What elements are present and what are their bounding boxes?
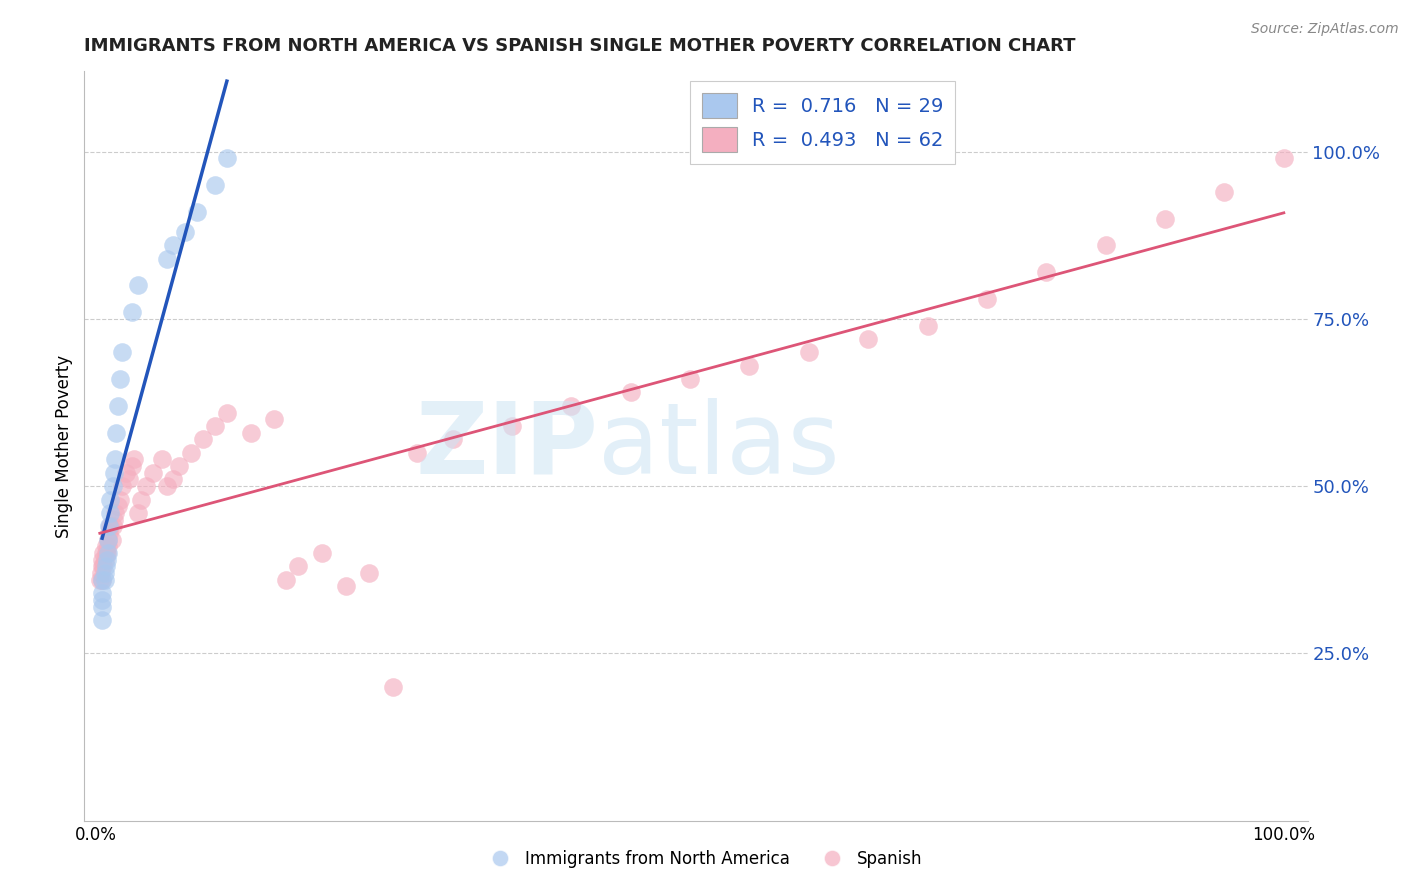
Point	[162, 238, 184, 252]
Point	[97, 533, 120, 547]
Point	[93, 559, 115, 574]
Point	[620, 385, 643, 400]
Point	[191, 433, 214, 447]
Point	[174, 225, 197, 239]
Point	[100, 492, 122, 507]
Point	[204, 419, 226, 434]
Point	[239, 425, 262, 440]
Point	[108, 492, 131, 507]
Point	[121, 305, 143, 319]
Point	[91, 573, 114, 587]
Point	[98, 519, 121, 533]
Point	[93, 553, 115, 567]
Point	[560, 399, 582, 413]
Point	[976, 292, 998, 306]
Point	[97, 533, 120, 547]
Point	[738, 359, 761, 373]
Point	[100, 533, 122, 547]
Legend: Immigrants from North America, Spanish: Immigrants from North America, Spanish	[477, 844, 929, 875]
Point	[105, 425, 128, 440]
Point	[215, 152, 238, 166]
Point	[89, 573, 111, 587]
Point	[215, 406, 238, 420]
Point	[142, 466, 165, 480]
Point	[107, 500, 129, 514]
Point	[122, 452, 145, 467]
Point	[91, 599, 114, 614]
Point	[97, 546, 120, 560]
Point	[204, 178, 226, 193]
Point	[1154, 211, 1177, 226]
Point	[382, 680, 405, 694]
Point	[94, 546, 117, 560]
Point	[91, 573, 114, 587]
Point	[797, 345, 820, 359]
Point	[679, 372, 702, 386]
Point	[111, 345, 134, 359]
Point	[1094, 238, 1116, 252]
Point	[441, 433, 464, 447]
Point	[115, 466, 138, 480]
Point	[108, 372, 131, 386]
Point	[111, 479, 134, 493]
Point	[169, 459, 191, 474]
Point	[150, 452, 173, 467]
Point	[135, 479, 157, 493]
Point	[856, 332, 879, 346]
Point	[335, 580, 357, 594]
Text: atlas: atlas	[598, 398, 839, 494]
Point	[1272, 152, 1295, 166]
Text: ZIP: ZIP	[415, 398, 598, 494]
Point	[127, 278, 149, 293]
Point	[101, 519, 124, 533]
Point	[97, 539, 120, 553]
Point	[917, 318, 939, 333]
Point	[96, 546, 118, 560]
Point	[94, 539, 117, 553]
Point	[91, 559, 114, 574]
Point	[156, 252, 179, 266]
Point	[93, 573, 115, 587]
Point	[98, 526, 121, 541]
Point	[276, 573, 298, 587]
Point	[162, 473, 184, 487]
Point	[104, 452, 127, 467]
Point	[287, 559, 309, 574]
Point	[1035, 265, 1057, 279]
Legend: R =  0.716   N = 29, R =  0.493   N = 62: R = 0.716 N = 29, R = 0.493 N = 62	[690, 81, 955, 164]
Point	[100, 519, 122, 533]
Point	[1213, 185, 1236, 199]
Point	[100, 506, 122, 520]
Point	[91, 593, 114, 607]
Text: IMMIGRANTS FROM NORTH AMERICA VS SPANISH SINGLE MOTHER POVERTY CORRELATION CHART: IMMIGRANTS FROM NORTH AMERICA VS SPANISH…	[84, 37, 1076, 54]
Point	[104, 506, 127, 520]
Point	[107, 399, 129, 413]
Point	[93, 566, 115, 581]
Point	[501, 419, 523, 434]
Point	[263, 412, 285, 426]
Point	[127, 506, 149, 520]
Point	[359, 566, 381, 581]
Point	[406, 446, 429, 460]
Y-axis label: Single Mother Poverty: Single Mother Poverty	[55, 354, 73, 538]
Text: Source: ZipAtlas.com: Source: ZipAtlas.com	[1251, 22, 1399, 37]
Point	[180, 446, 202, 460]
Point	[96, 553, 118, 567]
Point	[91, 553, 114, 567]
Point	[103, 466, 125, 480]
Point	[118, 473, 141, 487]
Point	[103, 513, 125, 527]
Point	[131, 492, 153, 507]
Point	[93, 546, 115, 560]
Point	[121, 459, 143, 474]
Point	[94, 559, 117, 574]
Point	[91, 586, 114, 600]
Point	[91, 613, 114, 627]
Point	[186, 205, 208, 219]
Point	[311, 546, 333, 560]
Point	[156, 479, 179, 493]
Point	[90, 566, 112, 581]
Point	[101, 479, 124, 493]
